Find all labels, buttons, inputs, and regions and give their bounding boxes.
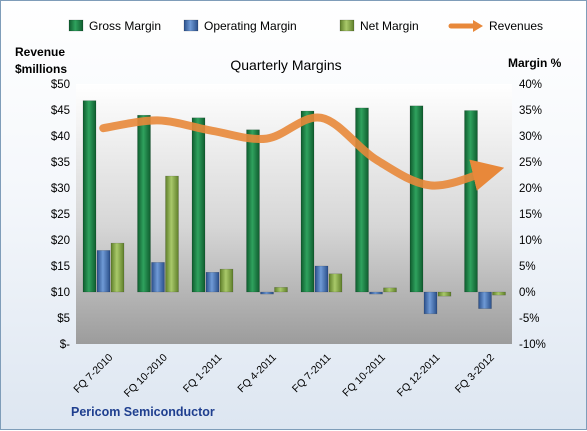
- legend-gross-margin-label: Gross Margin: [89, 19, 161, 33]
- net-margin-bar: [219, 268, 234, 293]
- x-tick-label: FQ 12-2011: [395, 352, 443, 400]
- operating-margin-bar: [369, 291, 383, 295]
- right-tick-label: 10%: [519, 235, 542, 247]
- right-tick-label: 30%: [519, 131, 542, 143]
- left-tick-label: $30: [51, 183, 70, 195]
- x-tick-label: FQ 4-2011: [235, 352, 279, 396]
- net-margin-bar: [383, 287, 397, 293]
- x-tick-label: FQ 10-2010: [122, 352, 170, 400]
- legend-operating-margin-label: Operating Margin: [204, 19, 297, 33]
- company-name: Pericom Semiconductor: [71, 405, 215, 419]
- left-tick-label: $35: [51, 157, 70, 169]
- legend: Gross Margin Operating Margin Net Margin Re…: [68, 19, 543, 33]
- legend-revenues-label: Revenues: [489, 19, 543, 33]
- operating-margin-bar: [260, 291, 274, 295]
- net-margin-bar: [492, 291, 506, 296]
- gross-margin-bar: [191, 117, 206, 293]
- net-margin-bar: [274, 287, 288, 293]
- left-tick-label: $25: [51, 209, 70, 221]
- x-tick-label: FQ 3-2012: [453, 352, 497, 396]
- right-tick-label: 20%: [519, 183, 542, 195]
- operating-margin-bar: [478, 291, 492, 309]
- gross-margin-bar: [355, 107, 369, 293]
- x-tick-label: FQ 7-2011: [290, 352, 334, 396]
- operating-margin-bar: [96, 250, 111, 293]
- right-axis-title: Margin %: [508, 56, 562, 70]
- left-tick-label: $5: [57, 313, 70, 325]
- operating-margin-bar: [423, 291, 438, 315]
- left-tick-label: $20: [51, 235, 70, 247]
- left-tick-label: $15: [51, 261, 70, 273]
- gross-margin-bar: [300, 110, 315, 293]
- left-tick-label: $-: [60, 339, 70, 351]
- left-tick-label: $40: [51, 131, 70, 143]
- net-margin-bar: [165, 175, 179, 293]
- x-tick-label: FQ 7-2010: [71, 352, 115, 396]
- right-tick-label: -5%: [519, 313, 539, 325]
- legend-gross-margin-swatch: [68, 19, 84, 32]
- left-axis-title-line1: Revenue: [15, 45, 65, 59]
- gross-margin-bar: [82, 100, 97, 293]
- net-margin-bar: [437, 291, 452, 297]
- left-tick-label: $50: [51, 79, 70, 91]
- revenues-line: [99, 113, 505, 191]
- right-tick-label: 35%: [519, 105, 542, 117]
- left-axis-title-line2: $millions: [15, 62, 67, 76]
- legend-operating-margin-swatch: [183, 19, 199, 32]
- gross-margin-bar: [464, 110, 478, 293]
- right-tick-label: -10%: [519, 339, 546, 351]
- legend-net-margin-label: Net Margin: [360, 19, 419, 33]
- gross-margin-bar: [246, 129, 260, 293]
- right-tick-label: 25%: [519, 157, 542, 169]
- legend-net-margin-swatch: [339, 19, 355, 32]
- left-tick-label: $45: [51, 105, 70, 117]
- right-tick-label: 40%: [519, 79, 542, 91]
- chart-title: Quarterly Margins: [230, 57, 341, 73]
- operating-margin-bar: [314, 265, 329, 293]
- gross-margin-bar: [137, 114, 151, 293]
- left-tick-label: $10: [51, 287, 70, 299]
- net-margin-bar: [328, 273, 343, 293]
- x-tick-label: FQ 10-2011: [340, 352, 388, 400]
- right-tick-label: 0%: [519, 287, 536, 299]
- right-tick-label: 15%: [519, 209, 542, 221]
- legend-revenues-arrowhead: [473, 20, 483, 32]
- x-tick-label: FQ 1-2011: [181, 352, 225, 396]
- operating-margin-bar: [205, 271, 220, 293]
- gross-margin-bar: [409, 105, 424, 293]
- net-margin-bar: [110, 242, 125, 293]
- operating-margin-bar: [151, 262, 165, 293]
- right-tick-label: 5%: [519, 261, 536, 273]
